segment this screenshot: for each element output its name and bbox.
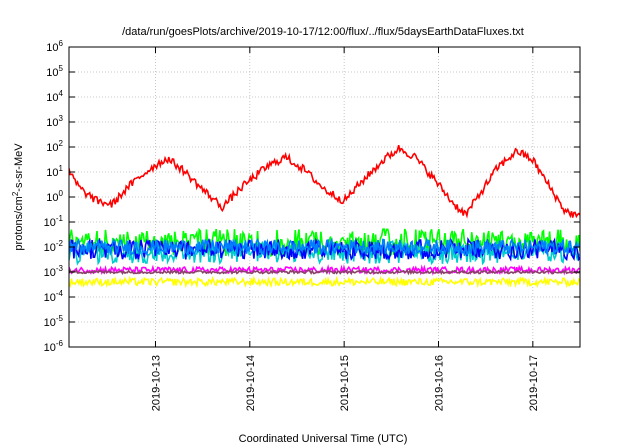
y-tick-label: 10-6 — [44, 339, 64, 354]
x-axis: 2019-10-13 2019-10-14 2019-10-15 2019-10-16… — [150, 47, 540, 411]
x-axis-label: Coordinated Universal Time (UTC) — [239, 433, 408, 445]
x-tick-label: 2019-10-13 — [150, 355, 162, 411]
y-tick-label: 100 — [46, 189, 63, 204]
grid-lines — [69, 46, 580, 348]
y-tick-exponent: -1 — [56, 214, 64, 223]
chart-title: /data/run/goesPlots/archive/2019-10-17/1… — [122, 26, 524, 38]
series-line — [69, 236, 580, 262]
y-tick-label: 104 — [46, 89, 63, 104]
y-tick-exponent: -2 — [56, 239, 64, 248]
y-tick-exponent: -4 — [56, 289, 64, 298]
y-axis-label: protons/cm2-s-sr-MeV — [11, 143, 25, 251]
x-tick-label: 2019-10-16 — [433, 355, 445, 411]
y-tick-exponent: 6 — [59, 39, 64, 48]
y-tick-exponent: 4 — [59, 89, 64, 98]
y-tick-exponent: 1 — [59, 164, 64, 173]
y-tick-label: 105 — [46, 64, 63, 79]
y-tick-exponent: -6 — [56, 339, 64, 348]
y-tick-label: 106 — [46, 39, 63, 54]
series-group — [69, 145, 580, 289]
y-tick-exponent: -3 — [56, 264, 64, 273]
y-tick-label: 10-4 — [44, 289, 64, 304]
y-tick-label: 10-5 — [44, 314, 64, 329]
x-tick-label: 2019-10-15 — [339, 355, 351, 411]
y-tick-exponent: 0 — [59, 189, 64, 198]
y-tick-label: 101 — [46, 164, 63, 179]
y-tick-exponent: 5 — [59, 64, 64, 73]
series-line — [69, 227, 580, 258]
x-tick-label: 2019-10-17 — [528, 355, 540, 411]
y-axis-label-sup: 2 — [11, 191, 20, 196]
y-tick-label: 10-1 — [44, 214, 64, 229]
series-line — [69, 268, 580, 276]
y-tick-exponent: 3 — [59, 114, 64, 123]
y-tick-label: 10-2 — [44, 239, 64, 254]
series-line — [69, 237, 580, 257]
series-line — [69, 275, 580, 289]
series-line — [69, 145, 580, 219]
y-tick-label: 103 — [46, 114, 63, 129]
y-tick-label: 10-3 — [44, 264, 64, 279]
y-axis: 10-610-510-410-310-210-11001011021031041… — [44, 39, 580, 354]
y-tick-label: 102 — [46, 139, 63, 154]
y-axis-label-pre: protons/cm — [13, 196, 25, 250]
y-tick-exponent: 2 — [59, 139, 64, 148]
y-axis-label-post: -s-sr-MeV — [13, 143, 25, 192]
x-tick-label: 2019-10-14 — [245, 355, 257, 411]
y-tick-exponent: -5 — [56, 314, 64, 323]
